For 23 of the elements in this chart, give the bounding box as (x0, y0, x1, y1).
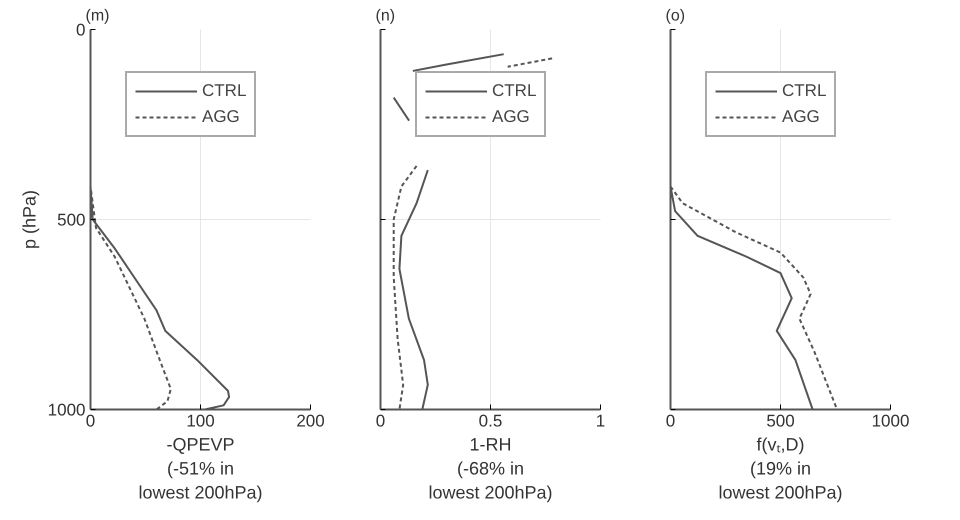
legend-label: CTRL (782, 81, 826, 101)
x-tick-label: 0.5 (478, 412, 502, 430)
x-tick-label: 200 (296, 412, 325, 430)
legend-label: AGG (782, 107, 820, 127)
legend-label: AGG (492, 107, 530, 127)
x-tick-label: 0 (666, 412, 676, 430)
y-tick-label: 0 (76, 20, 86, 40)
x-axis-title: f(vₜ,D) (19% in lowest 200hPa) (718, 434, 843, 502)
x-tick-label: 0 (376, 412, 386, 430)
x-tick-label: 1000 (872, 412, 910, 430)
x-axis-title: -QPEVP (-51% in lowest 200hPa) (138, 434, 263, 502)
legend-label: CTRL (202, 81, 246, 101)
x-tick-label: 100 (186, 412, 215, 430)
chart-title: (o) (666, 8, 686, 24)
x-tick-label: 500 (766, 412, 795, 430)
chart-title: (m) (86, 8, 110, 24)
legend-label: CTRL (492, 81, 536, 101)
x-tick-label: 1 (596, 412, 606, 430)
y-axis-title: p (hPa) (20, 190, 40, 250)
x-axis-title: 1-RH (-68% in lowest 200hPa) (428, 434, 553, 502)
y-tick-label: 500 (57, 210, 86, 230)
legend-label: AGG (202, 107, 240, 127)
chart-title: (n) (376, 8, 396, 24)
